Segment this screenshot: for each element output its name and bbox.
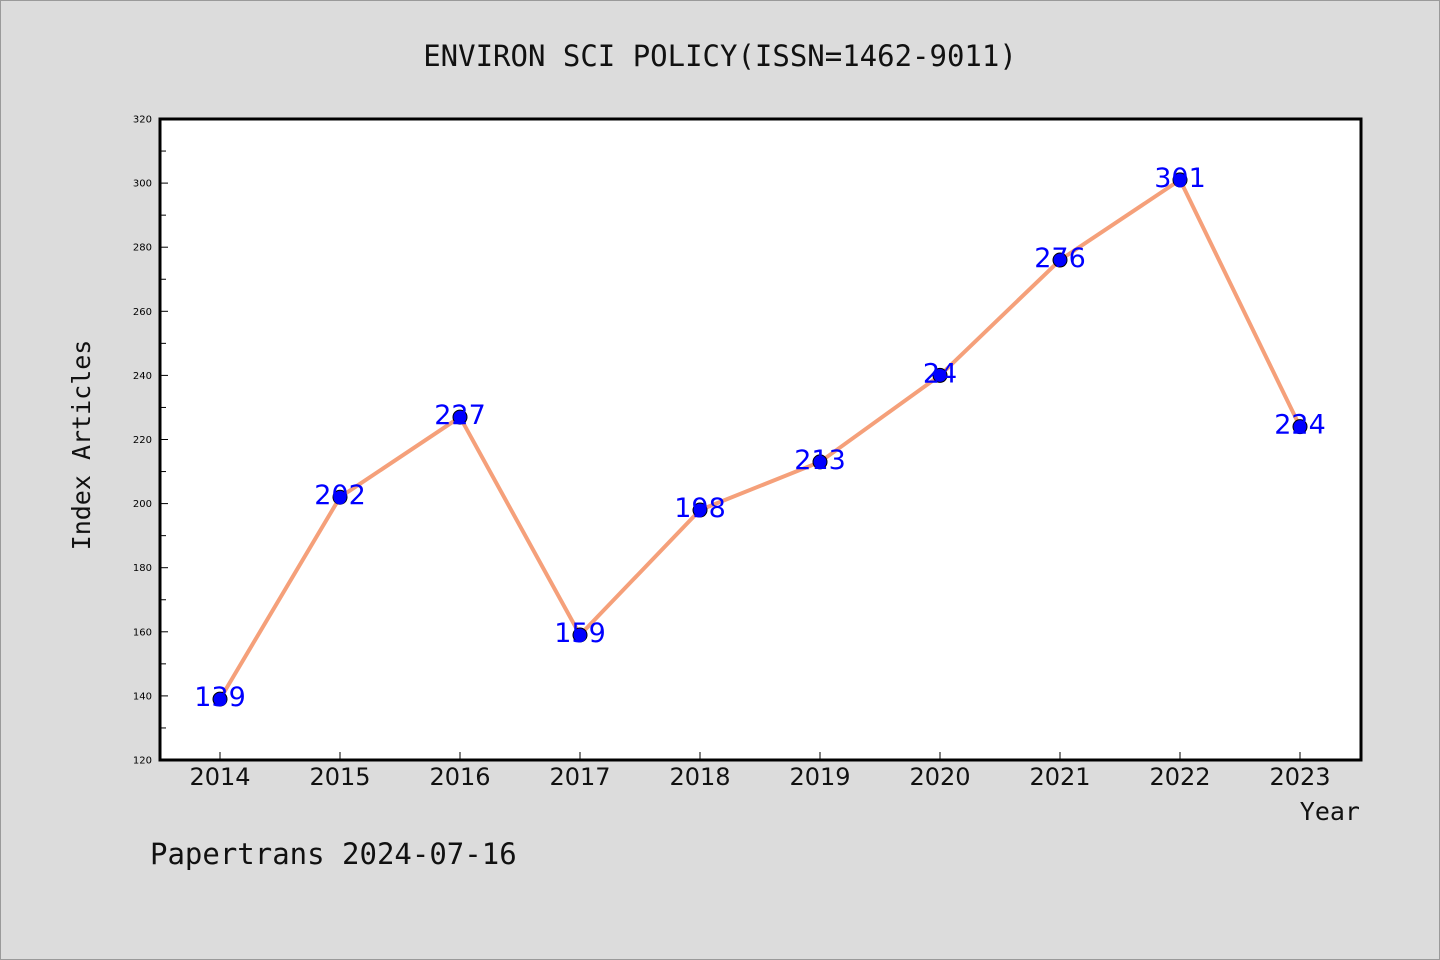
- x-tick-label: 2020: [909, 763, 970, 791]
- chart-title: ENVIRON SCI POLICY(ISSN=1462-9011): [423, 39, 1017, 73]
- y-tick-label: 280: [133, 243, 152, 254]
- data-point: [692, 502, 708, 518]
- data-markers: [212, 172, 1308, 707]
- y-tick-label: 260: [133, 307, 152, 318]
- data-point: [332, 489, 348, 505]
- x-axis: 2014 2015 2016 2017 2018 2019 2020 2021 2022 2023: [189, 752, 1331, 791]
- x-tick-label: 2016: [429, 763, 490, 791]
- data-point: [1172, 172, 1188, 188]
- x-tick-label: 2022: [1149, 763, 1210, 791]
- y-tick-label: 120: [133, 756, 152, 767]
- series-line: [218, 177, 1302, 701]
- data-label: 213: [794, 445, 846, 476]
- y-tick-label: 200: [133, 499, 152, 510]
- data-point: [1292, 419, 1308, 435]
- x-tick-label: 2019: [789, 763, 850, 791]
- x-tick-label: 2017: [549, 763, 610, 791]
- y-tick-label: 160: [133, 627, 152, 638]
- watermark-text: Papertrans 2024-07-16: [150, 837, 517, 871]
- y-axis-label: Index Articles: [67, 340, 96, 551]
- x-tick-label: 2015: [309, 763, 370, 791]
- data-point: [212, 691, 228, 707]
- data-point: [1052, 252, 1068, 268]
- x-tick-label: 2018: [669, 763, 730, 791]
- data-label: 276: [1034, 243, 1086, 274]
- y-tick-label: 140: [133, 691, 152, 702]
- data-point: [932, 367, 948, 383]
- data-point: [452, 409, 468, 425]
- series-line-group: [218, 177, 1302, 701]
- y-tick-label: 320: [133, 115, 152, 126]
- data-label: 198: [674, 493, 726, 524]
- data-label: 227: [434, 400, 486, 431]
- data-label: 301: [1154, 163, 1206, 194]
- x-tick-label: 2021: [1029, 763, 1090, 791]
- data-label: 202: [314, 480, 366, 511]
- x-axis-label: Year: [1300, 797, 1360, 826]
- y-axis: 120 140 160 180 200 220 240 260 280 300 320: [133, 115, 168, 767]
- data-label: 159: [554, 618, 606, 649]
- x-tick-label: 2014: [189, 763, 250, 791]
- y-tick-label: 180: [133, 563, 152, 574]
- data-point: [812, 454, 828, 470]
- data-label: 224: [1274, 410, 1326, 441]
- x-tick-label: 2023: [1269, 763, 1330, 791]
- data-label: 139: [194, 682, 246, 713]
- data-label: 24: [923, 358, 957, 389]
- plot-area: [158, 117, 1363, 762]
- data-point: [572, 627, 588, 643]
- y-tick-label: 300: [133, 179, 152, 190]
- data-labels: 139 202 227 159 198 213 24 276 301 224: [194, 163, 1326, 713]
- y-tick-label: 220: [133, 435, 152, 446]
- y-tick-label: 240: [133, 371, 152, 382]
